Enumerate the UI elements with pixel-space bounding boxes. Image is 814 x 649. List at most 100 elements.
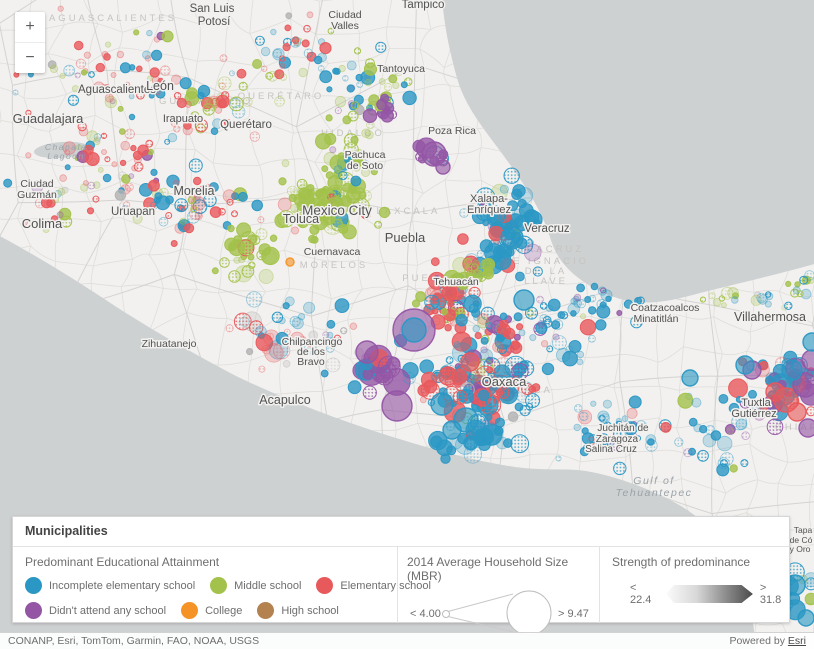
zoom-in-button[interactable]: +	[15, 12, 45, 43]
municipality-dot-large[interactable]	[797, 609, 814, 627]
municipality-dot[interactable]	[503, 167, 520, 184]
municipality-dot[interactable]	[403, 372, 416, 385]
municipality-dot[interactable]	[806, 406, 814, 417]
municipality-dot[interactable]	[306, 340, 314, 348]
municipality-dot[interactable]	[228, 96, 244, 112]
municipality-dot[interactable]	[101, 51, 109, 59]
municipality-dot[interactable]	[258, 243, 272, 256]
municipality-dot[interactable]	[203, 183, 213, 193]
municipality-dot[interactable]	[484, 381, 492, 389]
municipality-dot[interactable]	[319, 211, 334, 226]
municipality-dot[interactable]	[576, 299, 586, 309]
municipality-dot[interactable]	[697, 449, 709, 462]
municipality-dot[interactable]	[691, 397, 702, 408]
municipality-dot[interactable]	[199, 185, 207, 193]
municipality-dot[interactable]	[278, 177, 287, 186]
municipality-dot[interactable]	[170, 119, 178, 127]
municipality-dot-large[interactable]	[355, 340, 379, 364]
municipality-dot[interactable]	[308, 330, 319, 341]
municipality-dot[interactable]	[392, 81, 400, 90]
municipality-dot[interactable]	[166, 174, 180, 189]
municipality-dot[interactable]	[605, 295, 612, 302]
municipality-dot[interactable]	[463, 445, 483, 464]
municipality-dot[interactable]	[148, 92, 155, 99]
municipality-dot[interactable]	[660, 422, 672, 433]
municipality-dot[interactable]	[282, 43, 291, 52]
municipality-dot[interactable]	[492, 341, 504, 353]
municipality-dot[interactable]	[255, 333, 274, 352]
municipality-dot[interactable]	[210, 127, 219, 135]
municipality-dot[interactable]	[555, 455, 562, 462]
municipality-dot[interactable]	[301, 39, 310, 48]
municipality-dot-large[interactable]	[781, 359, 803, 381]
municipality-dot[interactable]	[146, 29, 153, 37]
municipality-dot[interactable]	[565, 345, 574, 354]
municipality-dot[interactable]	[699, 296, 707, 303]
municipality-dot[interactable]	[497, 323, 512, 338]
municipality-dot[interactable]	[628, 395, 642, 409]
municipality-dot[interactable]	[54, 189, 62, 198]
municipality-dot[interactable]	[615, 417, 623, 425]
municipality-dot[interactable]	[274, 96, 285, 107]
municipality-dot[interactable]	[184, 223, 195, 234]
municipality-dot[interactable]	[279, 55, 286, 62]
municipality-dot[interactable]	[378, 78, 386, 85]
municipality-dot[interactable]	[361, 128, 371, 138]
municipality-dot[interactable]	[333, 204, 343, 214]
municipality-dot[interactable]	[304, 342, 317, 355]
municipality-dot[interactable]	[179, 217, 187, 225]
municipality-dot[interactable]	[388, 74, 398, 84]
municipality-dot[interactable]	[598, 414, 606, 422]
municipality-dot[interactable]	[769, 371, 780, 382]
municipality-dot[interactable]	[804, 270, 814, 281]
municipality-dot[interactable]	[78, 126, 89, 137]
municipality-dot[interactable]	[383, 65, 391, 73]
municipality-dot[interactable]	[518, 329, 526, 337]
municipality-dot[interactable]	[346, 84, 355, 93]
municipality-dot[interactable]	[546, 345, 554, 353]
municipality-dot[interactable]	[645, 439, 658, 452]
municipality-dot[interactable]	[590, 282, 599, 291]
municipality-dot[interactable]	[452, 389, 468, 405]
municipality-dot-large[interactable]	[802, 332, 814, 352]
municipality-dot[interactable]	[600, 289, 613, 302]
municipality-dot[interactable]	[444, 324, 452, 332]
municipality-dot[interactable]	[476, 316, 489, 329]
municipality-dot[interactable]	[285, 12, 293, 20]
municipality-dot[interactable]	[279, 63, 286, 70]
municipality-dot[interactable]	[522, 212, 536, 226]
municipality-dot[interactable]	[157, 77, 164, 84]
municipality-dot[interactable]	[133, 29, 140, 36]
municipality-dot[interactable]	[486, 366, 494, 374]
municipality-dot[interactable]	[81, 69, 88, 76]
municipality-dot[interactable]	[430, 257, 440, 267]
municipality-dot[interactable]	[464, 257, 473, 266]
municipality-dot[interactable]	[607, 438, 615, 447]
municipality-dot[interactable]	[57, 5, 64, 12]
municipality-dot[interactable]	[128, 64, 136, 71]
municipality-dot[interactable]	[616, 310, 623, 316]
municipality-dot-large[interactable]	[381, 390, 413, 422]
municipality-dot[interactable]	[307, 210, 317, 220]
municipality-dot[interactable]	[300, 205, 309, 214]
municipality-dot[interactable]	[167, 132, 178, 143]
municipality-dot[interactable]	[342, 182, 353, 193]
municipality-dot-large[interactable]	[486, 205, 506, 225]
municipality-dot[interactable]	[310, 235, 319, 244]
municipality-dot[interactable]	[499, 184, 509, 194]
municipality-dot[interactable]	[580, 313, 587, 320]
municipality-dot[interactable]	[158, 216, 169, 227]
municipality-dot[interactable]	[374, 220, 383, 229]
municipality-dot[interactable]	[159, 65, 171, 76]
municipality-dot[interactable]	[254, 325, 267, 338]
municipality-dot[interactable]	[183, 121, 192, 130]
municipality-dot[interactable]	[61, 186, 69, 194]
municipality-dot[interactable]	[74, 72, 81, 79]
municipality-dot[interactable]	[92, 195, 100, 203]
municipality-dot[interactable]	[718, 394, 729, 404]
municipality-dot[interactable]	[326, 319, 336, 329]
municipality-dot[interactable]	[338, 170, 348, 181]
municipality-dot[interactable]	[333, 165, 343, 174]
municipality-dot[interactable]	[289, 315, 301, 327]
esri-link[interactable]: Esri	[787, 635, 806, 647]
